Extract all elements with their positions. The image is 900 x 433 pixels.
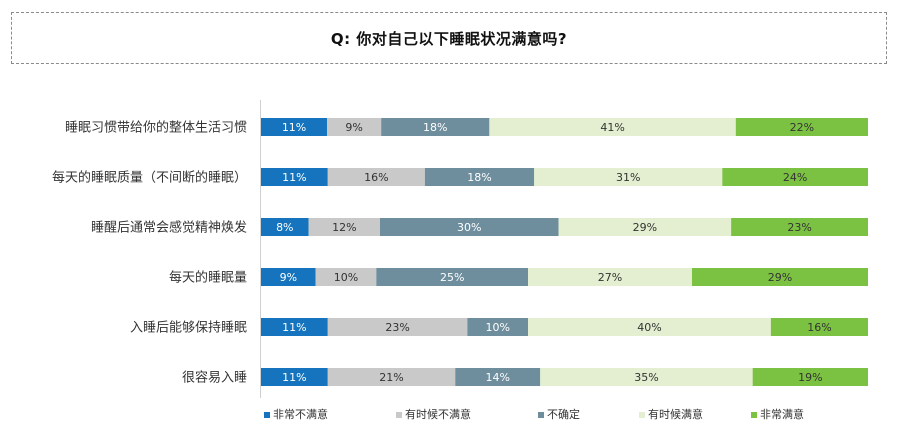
data-label: 11% xyxy=(282,121,306,134)
bar-segment xyxy=(376,268,529,286)
bar-segment xyxy=(424,168,535,186)
chart-title: Q: 你对自己以下睡眠状况满意吗? xyxy=(330,29,568,48)
data-label: 12% xyxy=(332,221,356,234)
data-label: 16% xyxy=(807,321,831,334)
bar-segment xyxy=(770,318,868,336)
bar-segment xyxy=(380,218,559,236)
legend-swatch xyxy=(639,412,645,418)
data-label: 25% xyxy=(440,271,464,284)
category-label: 睡醒后通常会感觉精神焕发 xyxy=(91,220,247,236)
data-label: 31% xyxy=(616,171,640,184)
data-label: 11% xyxy=(282,371,306,384)
bar-segment xyxy=(691,268,868,286)
data-label: 9% xyxy=(345,121,362,134)
data-label: 23% xyxy=(385,321,409,334)
data-label: 11% xyxy=(282,171,306,184)
data-label: 18% xyxy=(423,121,447,134)
legend-label: 不确定 xyxy=(547,407,580,421)
bar-segment xyxy=(540,368,753,386)
bar-segment xyxy=(534,168,723,186)
bar-segment xyxy=(261,368,328,386)
bar-segment xyxy=(308,218,381,236)
data-label: 16% xyxy=(364,171,388,184)
data-label: 10% xyxy=(486,321,510,334)
bar-segment xyxy=(381,118,490,136)
data-label: 8% xyxy=(276,221,293,234)
category-label: 入睡后能够保持睡眠 xyxy=(130,321,247,336)
data-label: 22% xyxy=(790,121,814,134)
data-label: 40% xyxy=(637,321,661,334)
bar-segment xyxy=(261,218,309,236)
data-label: 41% xyxy=(600,121,624,134)
legend-label: 非常不满意 xyxy=(273,407,328,421)
data-label: 29% xyxy=(768,271,792,284)
legend-swatch xyxy=(751,412,757,418)
data-label: 24% xyxy=(783,171,807,184)
category-label: 每天的睡眠质量（不间断的睡眠） xyxy=(52,170,247,186)
bar-segment xyxy=(489,118,736,136)
data-label: 35% xyxy=(634,371,658,384)
bar-segment xyxy=(327,168,425,186)
bar-segment xyxy=(327,118,382,136)
data-label: 14% xyxy=(486,371,510,384)
bar-segment xyxy=(315,268,377,286)
bar-segment xyxy=(735,118,868,136)
bar-segment xyxy=(261,318,328,336)
data-label: 21% xyxy=(379,371,403,384)
bar-segment xyxy=(528,268,692,286)
category-label: 很容易入睡 xyxy=(182,370,247,386)
data-label: 18% xyxy=(467,171,491,184)
bar-segment xyxy=(261,168,328,186)
bar-segment xyxy=(455,368,541,386)
legend-swatch xyxy=(264,412,270,418)
bar-segment xyxy=(528,318,771,336)
bar-segment xyxy=(731,218,868,236)
legend-swatch xyxy=(396,412,402,418)
legend-swatch xyxy=(538,412,544,418)
bar-segment xyxy=(752,368,868,386)
category-label: 睡眠习惯带给你的整体生活习惯 xyxy=(65,120,247,136)
legend-label: 有时候满意 xyxy=(648,407,703,421)
data-label: 23% xyxy=(787,221,811,234)
title-box: Q: 你对自己以下睡眠状况满意吗? xyxy=(11,12,887,64)
data-label: 27% xyxy=(598,271,622,284)
bar-segment xyxy=(467,318,529,336)
category-label: 每天的睡眠量 xyxy=(169,270,247,286)
bar-segment xyxy=(327,368,456,386)
data-label: 10% xyxy=(334,271,358,284)
bar-segment xyxy=(261,118,328,136)
bar-segment xyxy=(261,268,316,286)
bar-segment xyxy=(327,318,468,336)
bar-segment xyxy=(558,218,732,236)
data-label: 29% xyxy=(633,221,657,234)
data-label: 11% xyxy=(282,321,306,334)
legend-label: 有时候不满意 xyxy=(405,407,471,421)
data-label: 30% xyxy=(457,221,481,234)
legend-label: 非常满意 xyxy=(760,407,804,421)
data-label: 19% xyxy=(798,371,822,384)
bar-segment xyxy=(722,168,868,186)
data-label: 9% xyxy=(280,271,297,284)
